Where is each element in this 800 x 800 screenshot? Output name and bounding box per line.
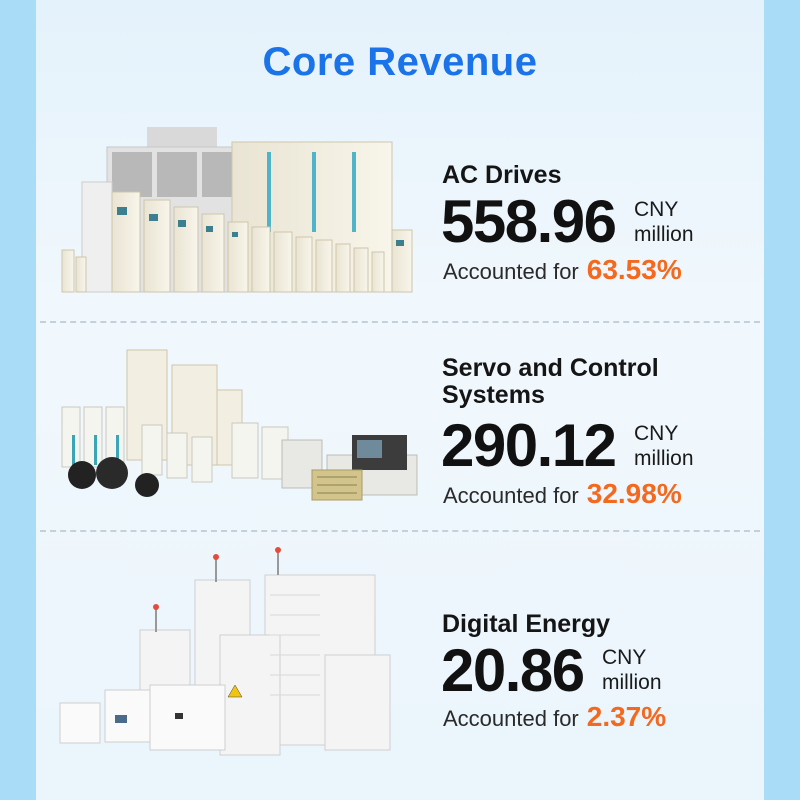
section-ac-drives-name: AC Drives (442, 161, 562, 189)
page-title: Core Revenue (262, 40, 538, 84)
section-ac-drives-unit-2: million (634, 223, 694, 246)
section-servo-name-line-2: Systems (442, 381, 545, 409)
section-ac-drives-share: Accounted for 63.53% (443, 255, 682, 287)
section-divider (40, 321, 760, 323)
share-value: 32.98% (586, 478, 682, 509)
section-digital-energy-share: Accounted for 2.37% (443, 702, 666, 734)
share-label: Accounted for (443, 259, 579, 284)
energy-storage-inverters-icon (59, 547, 391, 756)
section-servo-name-line-1: Servo and Control (442, 354, 659, 382)
section-ac-drives-value: 558.96 (441, 188, 617, 255)
section-digital-energy-value: 20.86 (441, 637, 585, 704)
section-servo-unit-1: CNY (634, 422, 679, 445)
section-ac-drives-unit-1: CNY (634, 198, 679, 221)
ac-drive-cabinets-icon (61, 127, 413, 293)
share-label: Accounted for (443, 483, 579, 508)
section-servo-unit-2: million (634, 447, 694, 470)
section-digital-energy-unit-2: million (602, 671, 662, 694)
share-value: 63.53% (586, 254, 682, 285)
share-value: 2.37% (586, 701, 667, 732)
servo-control-units-icon (61, 349, 418, 501)
section-digital-energy-name: Digital Energy (442, 610, 611, 638)
section-digital-energy-unit-1: CNY (602, 646, 647, 669)
section-servo-share: Accounted for 32.98% (443, 479, 682, 511)
share-label: Accounted for (443, 706, 579, 731)
section-divider (40, 530, 760, 532)
section-servo-value: 290.12 (441, 412, 617, 479)
